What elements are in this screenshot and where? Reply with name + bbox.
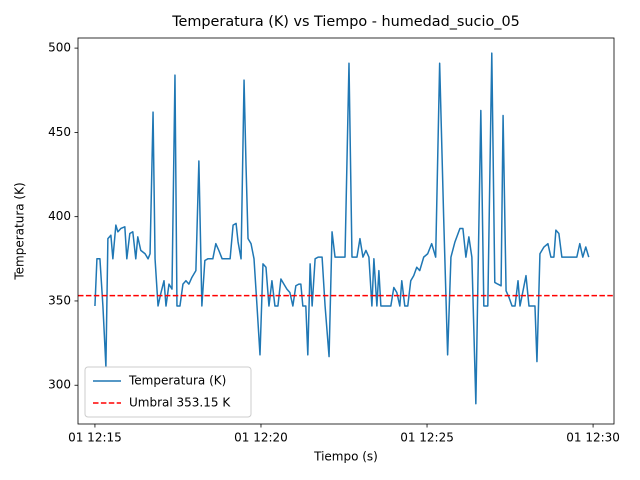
x-tick-label: 01 12:15 (68, 431, 122, 445)
x-axis-label: Tiempo (s) (313, 450, 378, 464)
chart-title: Temperatura (K) vs Tiempo - humedad_suci… (171, 14, 520, 30)
y-axis-label: Temperatura (K) (13, 182, 27, 280)
legend-label: Umbral 353.15 K (129, 396, 231, 410)
x-tick-label: 01 12:25 (400, 431, 454, 445)
y-tick-label: 450 (48, 125, 71, 139)
legend-label: Temperatura (K) (128, 374, 226, 388)
legend-box (84, 366, 252, 418)
x-tick-label: 01 12:20 (234, 431, 288, 445)
y-tick-label: 300 (48, 378, 71, 392)
y-tick-label: 350 (48, 293, 71, 307)
plot-frame (77, 37, 615, 425)
x-tick-label: 01 12:30 (566, 431, 620, 445)
y-tick-label: 400 (48, 209, 71, 223)
y-tick-label: 500 (48, 41, 71, 55)
